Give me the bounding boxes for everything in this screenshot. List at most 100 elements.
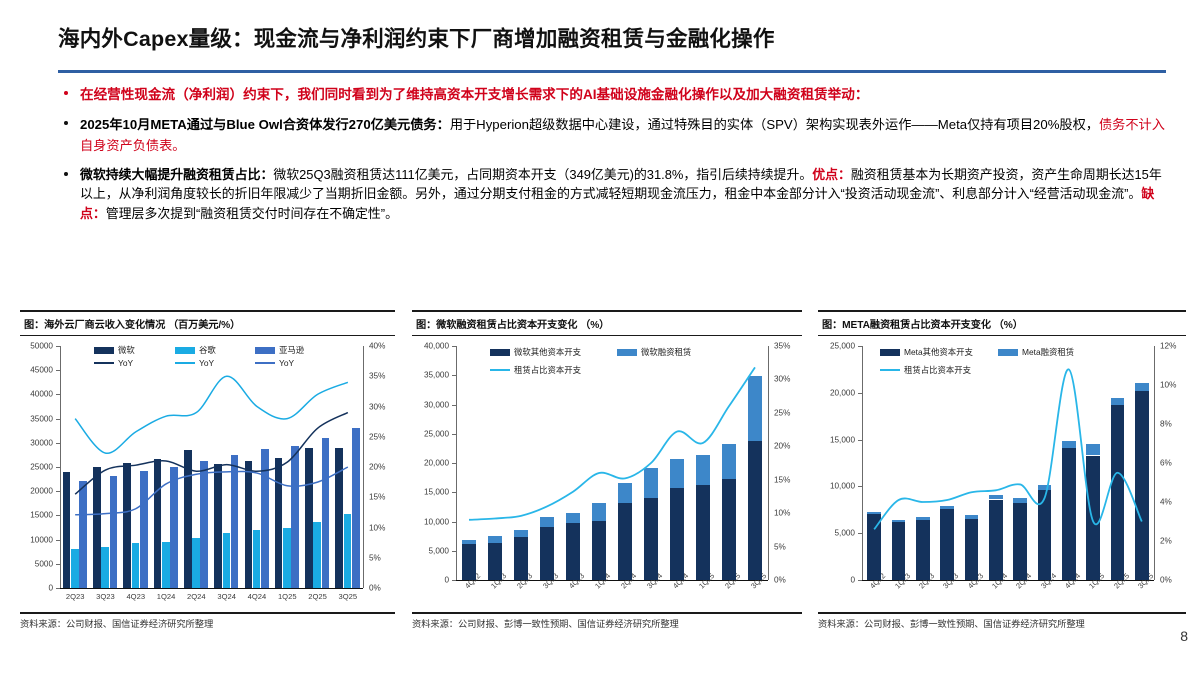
y-axis-tick [452, 346, 456, 347]
chart-legend-item: Meta融资租赁 [998, 346, 1074, 358]
legend-swatch-icon [175, 346, 195, 354]
y-axis-tick-label: 15,000 [423, 487, 449, 497]
bar-segment [274, 457, 283, 588]
bar-segment [867, 511, 881, 515]
y2-axis-tick-label: 4% [1160, 497, 1172, 507]
x-axis-tick-label: 4Q23 [126, 592, 146, 601]
y-axis-tick [858, 580, 862, 581]
bar-segment [539, 526, 555, 580]
bar-segment [891, 519, 906, 522]
bar-segment [513, 529, 529, 538]
bar-segment [891, 521, 906, 580]
y2-axis-tick-label: 10% [1160, 380, 1177, 390]
chart-legend-item: 微软其他资本开支 [490, 346, 581, 358]
y-axis-tick-label: 25000 [30, 462, 53, 472]
y2-axis-tick-label: 30% [369, 402, 386, 411]
bullet-item-1: 在经营性现金流（净利润）约束下，我们同时看到为了维持高资本开支增长需求下的AI基… [58, 84, 1170, 105]
bar-segment [461, 544, 477, 580]
y2-axis-tick-label: 10% [369, 523, 386, 532]
bar-segment [230, 454, 239, 588]
y-axis-tick [56, 467, 60, 468]
bar-segment [747, 375, 763, 441]
y2-axis-tick-label: 40% [369, 341, 386, 351]
x-axis-tick-label: 2Q24 [187, 592, 206, 601]
bar-segment [1110, 397, 1125, 405]
y2-axis-tick-label: 25% [774, 408, 791, 418]
legend-swatch-icon [880, 368, 900, 372]
bar-segment [487, 536, 503, 543]
bar-segment [721, 444, 737, 480]
bar-segment [1037, 484, 1052, 491]
y2-axis-tick-label: 0% [369, 583, 381, 593]
y-axis-tick [858, 533, 862, 535]
y-axis-tick-label: 30,000 [423, 400, 449, 409]
bar-segment [283, 528, 291, 588]
page-title: 海内外Capex量级：现金流与净利润约束下厂商增加融资租赁与金融化操作 [58, 27, 775, 51]
bar-segment [343, 514, 352, 588]
y-axis-tick [452, 404, 456, 406]
bar-segment [1086, 444, 1100, 456]
bar-segment [513, 537, 529, 580]
panel-1-title-rule [20, 335, 395, 336]
bullet-2-text: 2025年10月META通过与Blue Owl合资体发行270亿美元债务：用于H… [80, 114, 1170, 156]
y2-axis-tick-label: 5% [774, 542, 786, 552]
chart-1-plot: 0 5000 10000 15000 20000 25000 30000 35000 40000… [20, 338, 395, 610]
y-axis-tick-label: 10,000 [423, 517, 449, 526]
panel-3-source-rule [818, 612, 1186, 614]
bar-segment [261, 448, 269, 588]
chart-legend-item: Meta其他资本开支 [880, 346, 973, 358]
bar-segment [62, 471, 71, 588]
y2-axis-tick-label: 0% [774, 575, 786, 585]
bullet-dot-icon [64, 121, 68, 125]
panel-1-source-rule [20, 612, 395, 614]
bullet-3-seg-3: 管理层多次提到“融资租赁交付时间存在不确定性”。 [105, 205, 398, 221]
bar-segment [214, 463, 222, 588]
y-axis-tick [452, 463, 456, 464]
chart-legend-item: YoY [175, 358, 214, 368]
legend-label: 微软 [118, 345, 135, 355]
chart-panel-1: 图：海外云厂商云收入变化情况 （百万美元/%） 0 5000 10000 15000 2… [20, 310, 395, 660]
y-axis-tick-label: 50000 [30, 341, 53, 351]
legend-label: YoY [279, 358, 295, 368]
bullet-list: 在经营性现金流（净利润）约束下，我们同时看到为了维持高资本开支增长需求下的AI基… [58, 84, 1170, 232]
chart-2-plot: 0 5,000 10,000 15,000 20,000 25,000 30,000 35,0… [412, 338, 802, 610]
bar-segment [252, 530, 261, 588]
y-axis-tick-label: 20,000 [829, 388, 855, 398]
line-series [74, 375, 349, 454]
line-series-layer [74, 375, 349, 516]
y-axis-tick-label: 25,000 [423, 429, 449, 439]
legend-swatch-icon [94, 361, 114, 365]
chart-legend-item: 租赁占比资本开支 [880, 364, 971, 376]
y2-axis-tick-label: 15% [369, 492, 386, 502]
y2-axis-tick-label: 5% [369, 553, 381, 563]
bar-segment [71, 549, 79, 588]
chart-panel-3: 图：META融资租赁占比资本开支变化 （%） 0 5,000 10,000 15,00… [818, 310, 1186, 660]
y-axis-tick [56, 515, 60, 517]
y-axis-line [862, 346, 864, 580]
bar-segment [669, 487, 685, 580]
bar-segment [1013, 497, 1027, 504]
panel-3-title: 图：META融资租赁占比资本开支变化 （%） [822, 320, 1023, 331]
y-axis-tick-label: 20000 [30, 486, 53, 496]
bullet-1-text: 在经营性现金流（净利润）约束下，我们同时看到为了维持高资本开支增长需求下的AI基… [80, 87, 869, 102]
legend-swatch-icon [617, 348, 637, 356]
y2-axis-line [768, 346, 770, 580]
bar-segment [565, 523, 581, 580]
legend-label: YoY [199, 358, 215, 368]
legend-swatch-icon [255, 346, 275, 354]
bar-segment [591, 503, 607, 521]
chart-panels: 图：海外云厂商云收入变化情况 （百万美元/%） 0 5000 10000 15000 2… [20, 310, 1186, 660]
bar-segment [1135, 383, 1149, 391]
bar-segment [940, 505, 954, 509]
panel-2-title-rule [412, 335, 802, 336]
bar-segment [335, 447, 344, 588]
y-axis-tick [56, 539, 60, 541]
bar-segment [139, 470, 148, 588]
bar-segment [1037, 490, 1052, 580]
y2-axis-tick-label: 30% [774, 374, 791, 384]
y-axis-tick-label: 35,000 [423, 370, 449, 380]
page-number: 8 [1180, 628, 1188, 644]
x-axis-tick-label: 3Q25 [338, 592, 358, 601]
chart-legend-item: 亚马逊 [255, 344, 304, 356]
y-axis-tick [858, 392, 862, 394]
